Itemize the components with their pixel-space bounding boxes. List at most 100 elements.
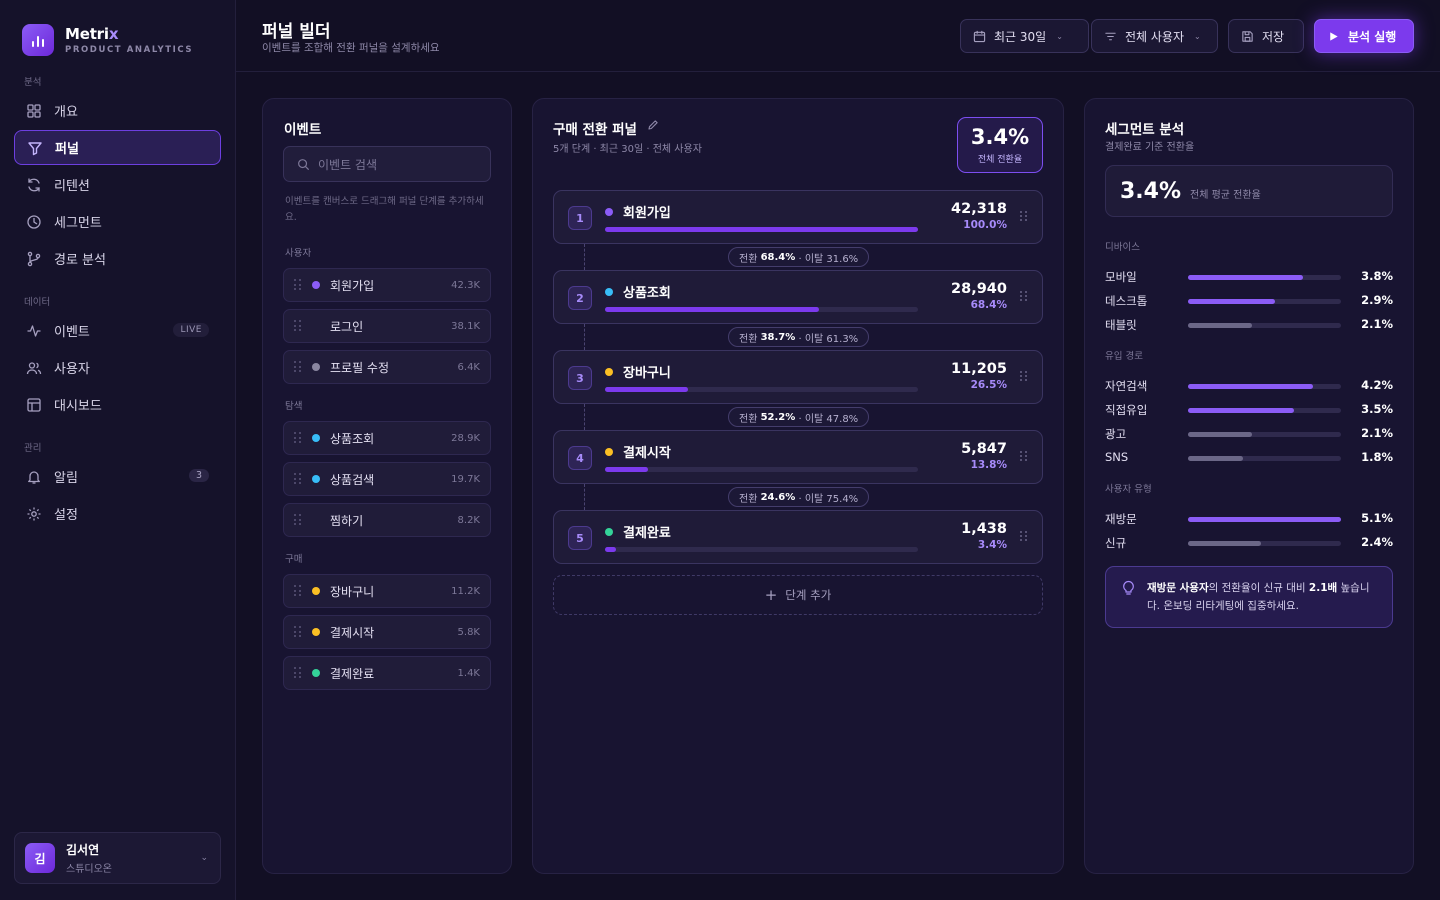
sidebar-item-segment[interactable]: 세그먼트 (14, 204, 221, 239)
drag-handle-icon[interactable] (1020, 371, 1028, 381)
event-color-dot (312, 363, 320, 371)
event-item[interactable]: 로그인 38.1K (283, 309, 491, 343)
sidebar-item-label: 경로 분석 (54, 253, 106, 268)
user-filter-dropdown[interactable]: 전체 사용자 ⌄ (1091, 19, 1218, 53)
run-analysis-button[interactable]: 분석 실행 (1314, 19, 1414, 53)
event-item[interactable]: 결제시작 5.8K (283, 615, 491, 649)
edit-icon[interactable] (647, 119, 659, 131)
step-progress-track (605, 227, 918, 232)
drag-handle-icon[interactable] (1020, 451, 1028, 461)
drag-handle-icon[interactable] (294, 361, 302, 373)
event-item[interactable]: 상품조회 28.9K (283, 421, 491, 455)
segment-row: SNS 1.8% (1105, 450, 1393, 466)
segment-name: 신규 (1105, 536, 1127, 550)
event-count: 11.2K (451, 585, 480, 597)
sidebar-item-path[interactable]: 경로 분석 (14, 241, 221, 276)
sidebar-item-alerts[interactable]: 알림 3 (14, 459, 221, 494)
segment-bar-track (1188, 408, 1341, 413)
brand[interactable]: Metrix PRODUCT ANALYTICS (22, 24, 193, 56)
drag-handle-icon[interactable] (294, 279, 302, 291)
funnel-step[interactable]: 3 장바구니 11,205 26.5% (553, 350, 1043, 404)
event-name: 결제완료 (330, 666, 375, 681)
step-progress-track (605, 467, 918, 472)
funnel-step[interactable]: 1 회원가입 42,318 100.0% (553, 190, 1043, 244)
event-item[interactable]: 결제완료 1.4K (283, 656, 491, 690)
segment-value: 4.2% (1361, 378, 1393, 392)
save-button[interactable]: 저장 (1228, 19, 1304, 53)
event-color-dot (312, 281, 320, 289)
segment-value: 3.8% (1361, 269, 1393, 283)
event-item[interactable]: 프로필 수정 6.4K (283, 350, 491, 384)
drag-handle-icon[interactable] (294, 473, 302, 485)
funnel-step[interactable]: 4 결제시작 5,847 13.8% (553, 430, 1043, 484)
drag-handle-icon[interactable] (1020, 531, 1028, 541)
sidebar-item-funnel[interactable]: 퍼널 (14, 130, 221, 165)
step-percent: 3.4% (977, 539, 1007, 551)
event-item[interactable]: 상품검색 19.7K (283, 462, 491, 496)
funnel-step[interactable]: 2 상품조회 28,940 68.4% (553, 270, 1043, 324)
sidebar-item-users[interactable]: 사용자 (14, 350, 221, 385)
event-name: 프로필 수정 (330, 360, 390, 375)
page-subtitle: 이벤트를 조합해 전환 퍼널을 설계하세요 (262, 42, 440, 54)
segment-value: 2.9% (1361, 293, 1393, 307)
sidebar-item-events[interactable]: 이벤트 LIVE (14, 313, 221, 348)
segment-bar (1188, 408, 1294, 413)
event-name: 장바구니 (330, 584, 375, 599)
event-search-input[interactable]: 이벤트 검색 (283, 146, 491, 182)
event-item[interactable]: 찜하기 8.2K (283, 503, 491, 537)
event-color-dot (312, 587, 320, 595)
drag-handle-icon[interactable] (294, 626, 302, 638)
sidebar-item-settings[interactable]: 설정 (14, 496, 221, 531)
user-name: 김서연 (66, 843, 100, 857)
segment-bar (1188, 517, 1341, 522)
sidebar-item-label: 이벤트 (54, 325, 90, 340)
event-group-label: 사용자 (285, 248, 312, 259)
add-step-button[interactable]: + 단계 추가 (553, 575, 1043, 615)
calendar-icon (973, 30, 986, 42)
conversion-rate: 68.4% (760, 251, 796, 263)
page-header: 퍼널 빌더 이벤트를 조합해 전환 퍼널을 설계하세요 최근 30일 ⌄ 전체 … (236, 0, 1440, 72)
conversion-rate: 24.6% (760, 491, 796, 503)
sidebar-item-label: 세그먼트 (54, 216, 102, 231)
step-percent: 68.4% (970, 299, 1007, 311)
sidebar-item-dashboard[interactable]: 대시보드 (14, 387, 221, 422)
segment-value: 2.4% (1361, 535, 1393, 549)
step-name-text: 장바구니 (623, 366, 671, 381)
event-item[interactable]: 장바구니 11.2K (283, 574, 491, 608)
event-name: 상품조회 (330, 431, 375, 446)
sidebar-item-retention[interactable]: 리텐션 (14, 167, 221, 202)
path-icon (25, 250, 43, 268)
step-progress-bar (605, 467, 649, 472)
drag-handle-icon[interactable] (294, 667, 302, 679)
plus-icon: + (764, 586, 778, 604)
event-color-dot (312, 322, 320, 330)
play-icon (1330, 31, 1338, 41)
brand-subtitle: PRODUCT ANALYTICS (65, 45, 194, 55)
live-badge: LIVE (173, 323, 209, 337)
drag-handle-icon[interactable] (1020, 211, 1028, 221)
segment-row: 광고 2.1% (1105, 426, 1393, 442)
date-range-dropdown[interactable]: 최근 30일 ⌄ (960, 19, 1089, 53)
segment-bar (1188, 275, 1303, 280)
drag-handle-icon[interactable] (294, 585, 302, 597)
event-count: 1.4K (457, 667, 480, 679)
drag-handle-icon[interactable] (294, 432, 302, 444)
layout-icon (25, 396, 43, 414)
event-count: 38.1K (451, 320, 480, 332)
nav-section-admin: 관리 (24, 443, 42, 454)
overall-conversion-card: 3.4% 전체 전환율 (957, 117, 1043, 173)
drag-handle-icon[interactable] (1020, 291, 1028, 301)
sidebar-item-overview[interactable]: 개요 (14, 93, 221, 128)
segment-name: SNS (1105, 450, 1129, 464)
conversion-pill: 전환 68.4% · 이탈 31.6% (728, 247, 870, 267)
funnel-step[interactable]: 5 결제완료 1,438 3.4% (553, 510, 1043, 564)
average-conversion-label: 전체 평균 전환율 (1190, 190, 1261, 201)
event-count: 6.4K (457, 361, 480, 373)
user-menu[interactable]: 김 김서연 스튜디오온 ⌄ (14, 832, 221, 884)
date-range-label: 최근 30일 (994, 29, 1047, 44)
nav-section-analysis: 분석 (24, 77, 42, 88)
event-count: 19.7K (451, 473, 480, 485)
event-item[interactable]: 회원가입 42.3K (283, 268, 491, 302)
drag-handle-icon[interactable] (294, 514, 302, 526)
drag-handle-icon[interactable] (294, 320, 302, 332)
